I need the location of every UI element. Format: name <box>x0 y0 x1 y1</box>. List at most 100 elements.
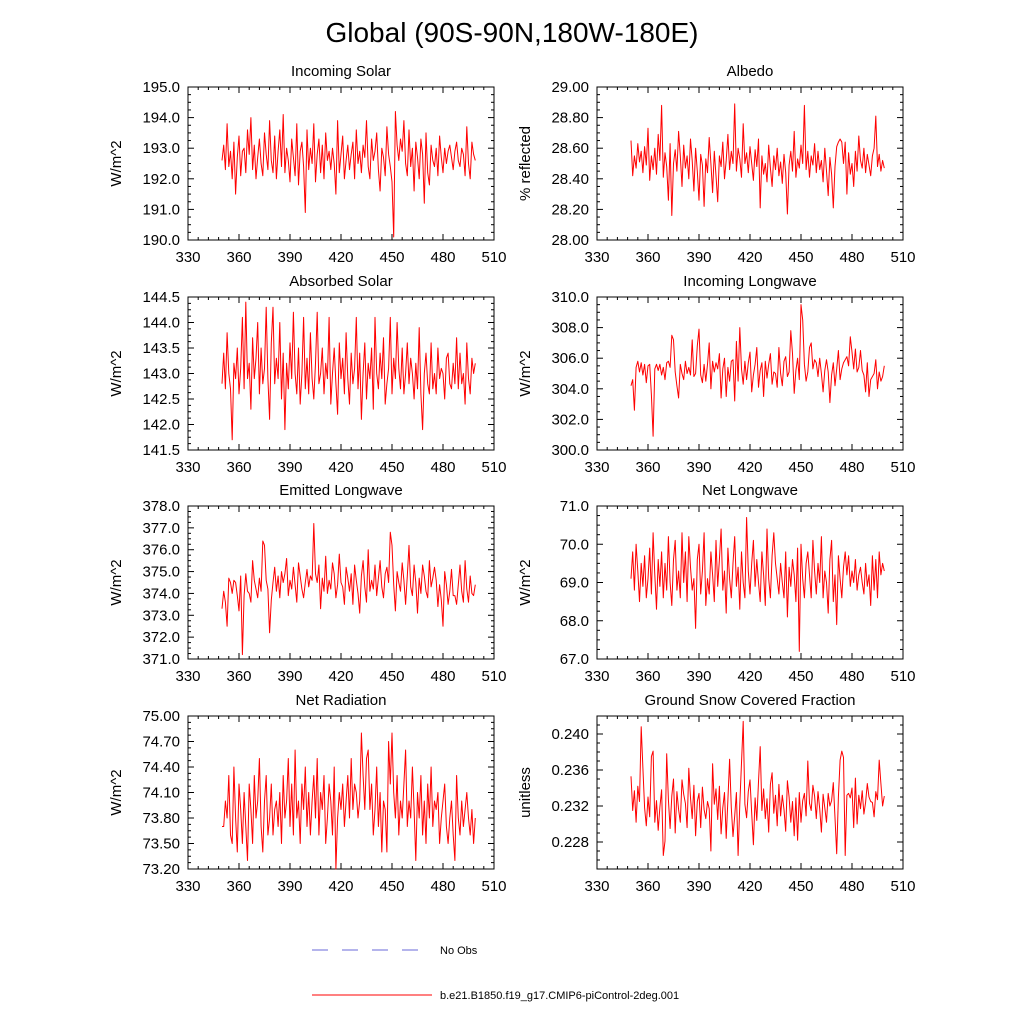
y-tick-label: 195.0 <box>142 79 180 96</box>
y-tick-label: 71.0 <box>560 498 589 515</box>
y-tick-label: 378.0 <box>142 498 180 515</box>
x-tick-label: 420 <box>737 878 762 895</box>
y-axis-label: unitless <box>517 767 534 818</box>
x-tick-label: 330 <box>175 668 200 685</box>
y-axis-label: W/m^2 <box>108 559 125 605</box>
legend: No Obs b.e21.B1850.f19_g17.CMIP6-piContro… <box>312 945 679 1002</box>
y-tick-label: 142.5 <box>142 391 180 408</box>
panel-title: Net Longwave <box>702 482 798 499</box>
y-tick-label: 28.00 <box>551 232 589 249</box>
y-tick-label: 375.0 <box>142 564 180 581</box>
y-tick-label: 0.240 <box>551 726 589 743</box>
panel-incoming-longwave: Incoming Longwave W/m^2 330 360 390 420 450 480… <box>517 273 916 476</box>
y-tick-label: 28.60 <box>551 140 589 157</box>
x-tick-label: 390 <box>277 249 302 266</box>
panel-title: Emitted Longwave <box>279 482 402 499</box>
x-tick-label: 450 <box>379 878 404 895</box>
y-tick-label: 73.50 <box>142 836 180 853</box>
x-tick-label: 390 <box>686 459 711 476</box>
y-tick-label: 192.0 <box>142 171 180 188</box>
plot-frame <box>187 86 495 241</box>
x-tick-label: 450 <box>788 878 813 895</box>
y-tick-label: 304.0 <box>551 381 589 398</box>
y-tick-label: 191.0 <box>142 201 180 218</box>
y-tick-label: 300.0 <box>551 442 589 459</box>
x-tick-label: 330 <box>584 459 609 476</box>
legend-label: No Obs <box>440 945 478 957</box>
x-tick-label: 420 <box>737 249 762 266</box>
y-tick-label: 371.0 <box>142 651 180 668</box>
panel-title: Net Radiation <box>296 692 387 709</box>
y-tick-label: 374.0 <box>142 585 180 602</box>
plot-frame <box>187 715 495 870</box>
y-tick-label: 28.20 <box>551 201 589 218</box>
y-tick-label: 74.10 <box>142 785 180 802</box>
x-tick-label: 450 <box>379 459 404 476</box>
y-tick-label: 68.0 <box>560 613 589 630</box>
series-line <box>630 516 885 652</box>
y-tick-label: 144.5 <box>142 289 180 306</box>
y-tick-label: 373.0 <box>142 607 180 624</box>
panel-title: Incoming Solar <box>291 63 391 80</box>
x-tick-label: 330 <box>175 249 200 266</box>
series-line <box>630 103 885 217</box>
x-tick-label: 390 <box>277 459 302 476</box>
x-tick-label: 390 <box>277 878 302 895</box>
y-tick-label: 75.00 <box>142 708 180 725</box>
x-tick-label: 510 <box>481 459 506 476</box>
x-tick-label: 390 <box>686 878 711 895</box>
panel-ground-snow-covered-fraction: Ground Snow Covered Fraction unitless 330 3… <box>517 692 916 895</box>
series-line <box>630 304 885 437</box>
y-tick-label: 302.0 <box>551 411 589 428</box>
legend-label: b.e21.B1850.f19_g17.CMIP6-piControl-2deg… <box>440 990 679 1002</box>
x-tick-label: 420 <box>737 459 762 476</box>
x-tick-label: 450 <box>788 249 813 266</box>
x-tick-label: 360 <box>635 459 660 476</box>
x-tick-label: 360 <box>635 249 660 266</box>
panel-net-longwave: Net Longwave W/m^2 330 360 390 420 450 480 510 67… <box>517 482 916 685</box>
y-tick-label: 376.0 <box>142 542 180 559</box>
panel-title: Absorbed Solar <box>289 273 392 290</box>
x-tick-label: 450 <box>379 668 404 685</box>
y-axis-label: W/m^2 <box>108 769 125 815</box>
x-tick-label: 480 <box>430 878 455 895</box>
plot-frame <box>596 715 904 870</box>
panel-emitted-longwave: Emitted Longwave W/m^2 330 360 390 420 450 480 5… <box>108 482 507 685</box>
panel-absorbed-solar: Absorbed Solar W/m^2 330 360 390 420 450 480 510… <box>108 273 507 476</box>
y-axis-label: % reflected <box>517 126 534 201</box>
y-tick-label: 372.0 <box>142 629 180 646</box>
y-tick-label: 143.5 <box>142 340 180 357</box>
x-tick-label: 480 <box>839 459 864 476</box>
x-tick-label: 480 <box>839 668 864 685</box>
series-line <box>221 301 476 441</box>
y-tick-label: 190.0 <box>142 232 180 249</box>
y-tick-label: 144.0 <box>142 315 180 332</box>
x-tick-label: 510 <box>890 249 915 266</box>
x-tick-label: 510 <box>481 668 506 685</box>
y-tick-label: 28.40 <box>551 171 589 188</box>
y-tick-label: 74.40 <box>142 759 180 776</box>
x-tick-label: 420 <box>328 459 353 476</box>
x-tick-label: 450 <box>788 668 813 685</box>
y-tick-label: 0.232 <box>551 798 589 815</box>
x-tick-label: 450 <box>379 249 404 266</box>
x-tick-label: 390 <box>277 668 302 685</box>
y-tick-label: 74.70 <box>142 734 180 751</box>
y-tick-label: 194.0 <box>142 110 180 127</box>
panel-incoming-solar: Incoming Solar W/m^2 330 360 390 420 450 480 510… <box>108 63 507 266</box>
y-tick-label: 69.0 <box>560 575 589 592</box>
y-tick-label: 70.0 <box>560 536 589 553</box>
x-tick-label: 420 <box>328 249 353 266</box>
x-tick-label: 330 <box>584 878 609 895</box>
x-tick-label: 450 <box>788 459 813 476</box>
y-tick-label: 73.80 <box>142 810 180 827</box>
x-tick-label: 360 <box>226 459 251 476</box>
y-tick-label: 29.00 <box>551 79 589 96</box>
y-tick-label: 0.236 <box>551 762 589 779</box>
y-tick-label: 142.0 <box>142 417 180 434</box>
x-tick-label: 480 <box>839 249 864 266</box>
panel-title: Albedo <box>727 63 774 80</box>
x-tick-label: 360 <box>226 668 251 685</box>
